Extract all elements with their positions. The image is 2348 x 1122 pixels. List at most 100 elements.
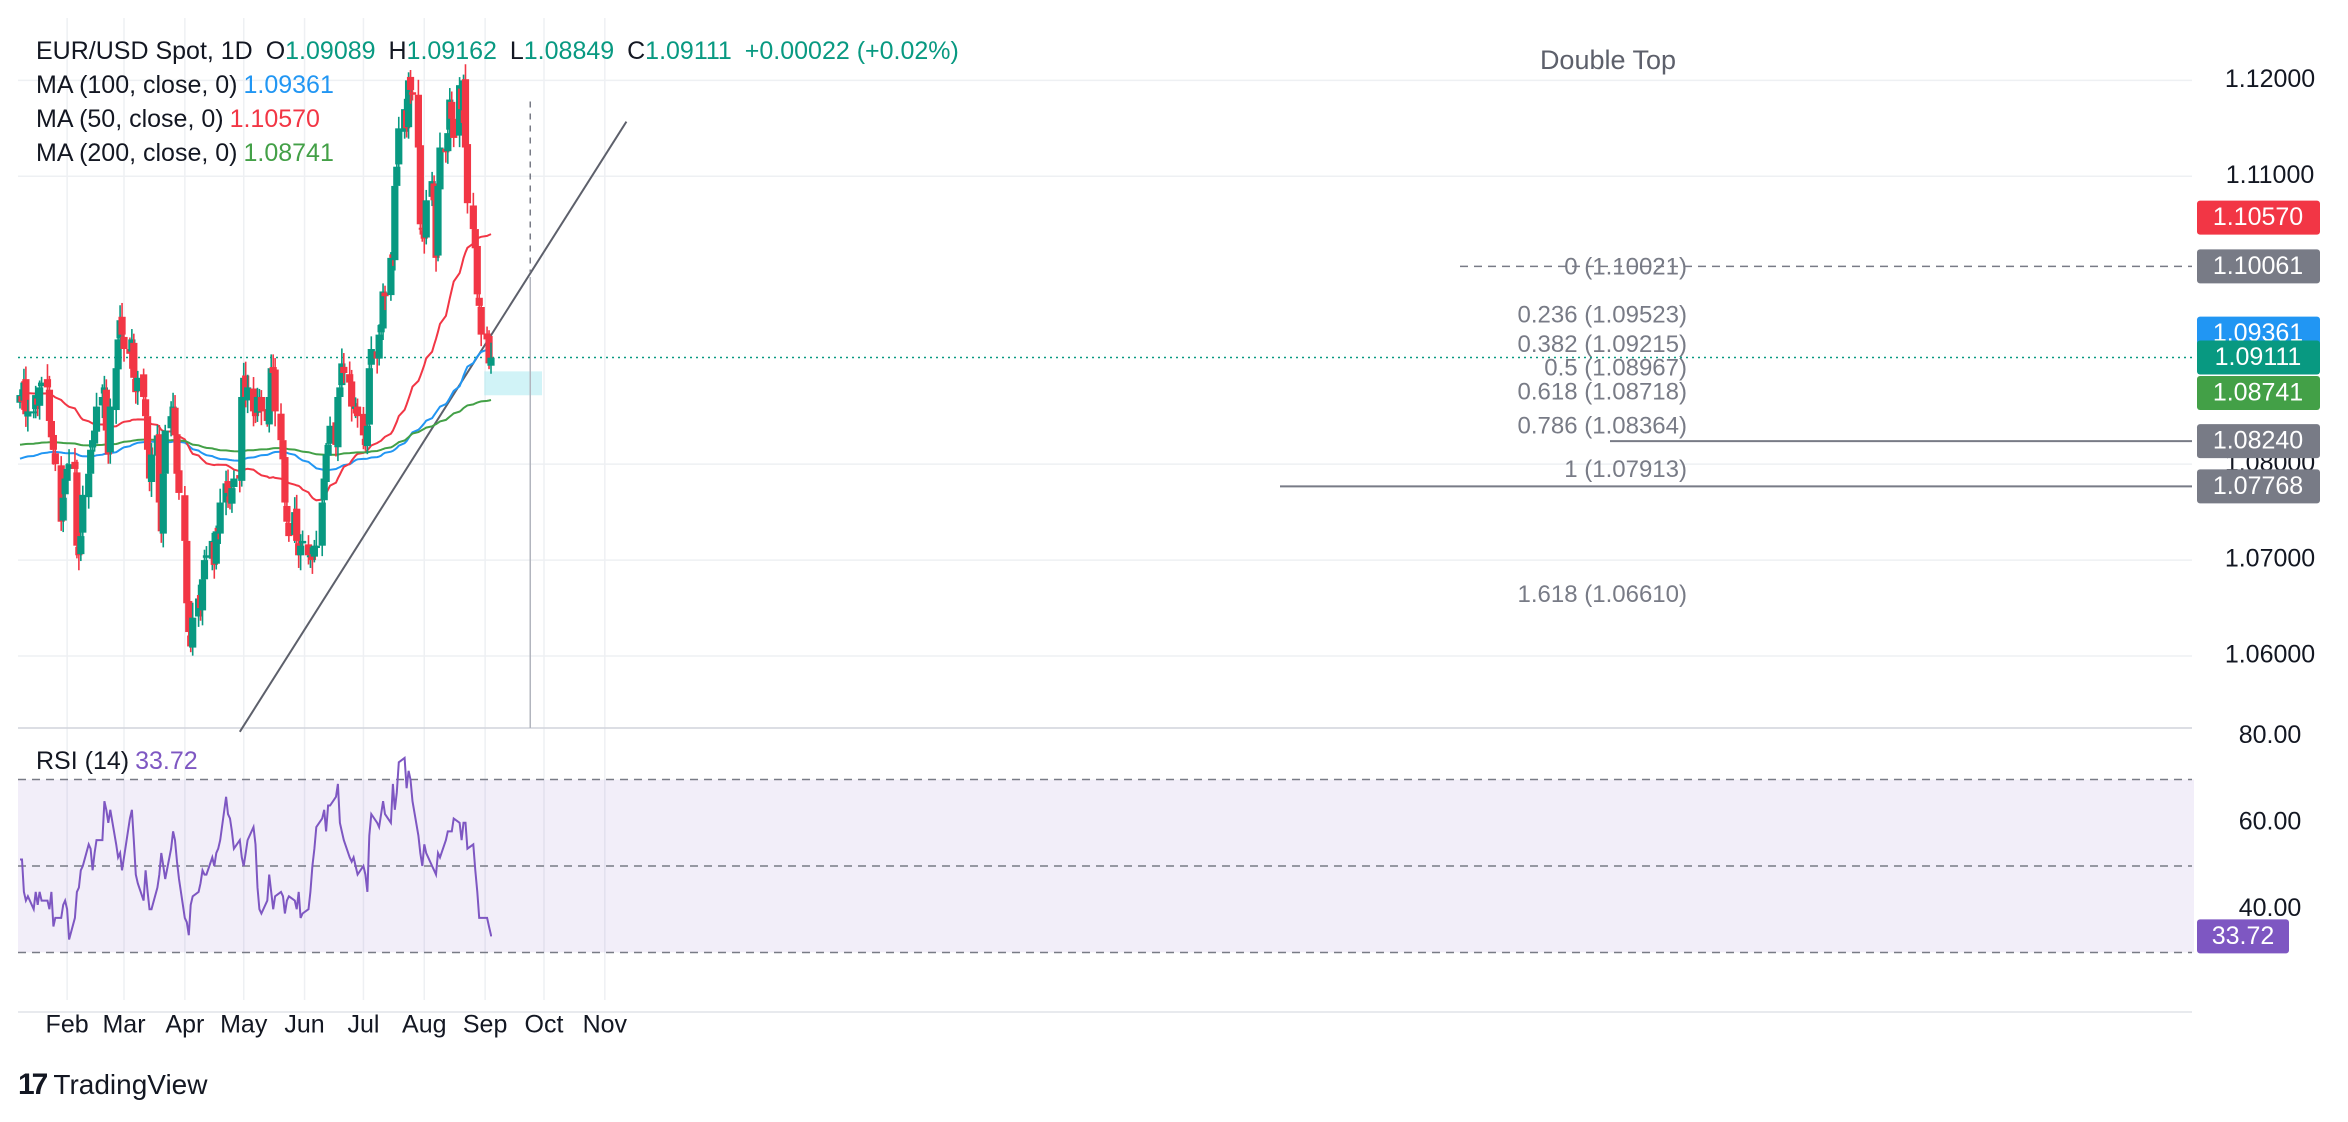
candle-up bbox=[299, 530, 307, 551]
candle-up bbox=[59, 489, 67, 533]
candle-body bbox=[230, 478, 238, 487]
candle-body bbox=[90, 430, 99, 444]
candle-down bbox=[414, 79, 422, 156]
candle-body bbox=[326, 425, 334, 444]
candle-up bbox=[189, 602, 197, 656]
candle-down bbox=[249, 377, 258, 427]
candle-body bbox=[183, 540, 191, 604]
candle-body bbox=[257, 396, 265, 412]
candle-body bbox=[414, 94, 422, 148]
price-tag: 1.07768 bbox=[2197, 469, 2320, 504]
ma100-legend[interactable]: MA (100, close, 0) 1.09361 bbox=[36, 68, 340, 102]
ma100-value: 1.09361 bbox=[243, 71, 334, 99]
candle-body bbox=[310, 545, 318, 557]
price-tag-text: 1.09111 bbox=[2215, 343, 2302, 371]
price-tag-text: 1.10570 bbox=[2213, 203, 2303, 231]
candle-body bbox=[469, 205, 477, 230]
candle-body bbox=[51, 453, 59, 465]
high-value: 1.09162 bbox=[406, 37, 497, 65]
fib-level-label: 0.5 (1.08967) bbox=[1544, 355, 1687, 382]
open-value: 1.09089 bbox=[285, 37, 376, 65]
candle-body bbox=[283, 505, 291, 522]
fib-level-label: 0.786 (1.08364) bbox=[1518, 413, 1687, 440]
price-tag: 1.08741 bbox=[2197, 376, 2320, 411]
fib-level-label: 0.236 (1.09523) bbox=[1518, 301, 1687, 328]
ma50-legend[interactable]: MA (50, close, 0) 1.10570 bbox=[36, 102, 326, 136]
price-tag-bg bbox=[2197, 469, 2320, 504]
candle-body bbox=[142, 399, 150, 417]
symbol-title[interactable]: EUR/USD Spot, 1D bbox=[36, 37, 253, 65]
candle-body bbox=[120, 336, 128, 350]
candle-body bbox=[471, 229, 479, 249]
candle-body bbox=[30, 411, 38, 414]
candle-body bbox=[155, 434, 163, 503]
overlays: 0 (1.10021) 0.236 (1.09523) 0.382 (1.09215… bbox=[18, 45, 2192, 733]
price-tag: 1.09111 bbox=[2197, 340, 2320, 375]
ma200-legend[interactable]: MA (200, close, 0) 1.08741 bbox=[36, 136, 340, 170]
candle-body bbox=[387, 257, 395, 296]
fib-zone-highlight bbox=[484, 371, 543, 396]
fib-level-label: 0 (1.10021) bbox=[1564, 254, 1687, 281]
candle-body bbox=[47, 420, 55, 438]
price-axis[interactable]: 1.060001.070001.080001.110001.120001.105… bbox=[2197, 65, 2320, 954]
fib-level-label: 1.618 (1.06610) bbox=[1518, 581, 1687, 608]
candle-body bbox=[73, 472, 81, 546]
candle-up bbox=[24, 399, 32, 432]
candles[interactable] bbox=[16, 64, 495, 656]
candle-body bbox=[87, 449, 95, 474]
candle-up bbox=[312, 530, 320, 557]
candle-body bbox=[98, 396, 107, 406]
candle-body bbox=[277, 413, 285, 441]
candle-body bbox=[118, 316, 126, 335]
candle-body bbox=[71, 461, 79, 469]
candle-body bbox=[24, 411, 32, 417]
low-value: 1.08849 bbox=[523, 37, 615, 65]
price-tag-text: 1.10061 bbox=[2213, 252, 2303, 280]
candle-body bbox=[322, 454, 330, 482]
candle-up bbox=[159, 466, 167, 548]
candle-body bbox=[175, 470, 183, 493]
time-tick-label: Aug bbox=[402, 1011, 446, 1039]
rsi-line bbox=[20, 755, 492, 940]
candle-up bbox=[65, 449, 73, 478]
candle-up bbox=[36, 380, 44, 420]
rsi-value: 33.72 bbox=[135, 747, 198, 775]
candle-body bbox=[475, 297, 483, 306]
candle-body bbox=[198, 579, 207, 611]
candle-body bbox=[143, 416, 152, 450]
candle-body bbox=[65, 464, 73, 469]
candle-body bbox=[228, 488, 236, 504]
candle-down bbox=[350, 392, 358, 414]
candle-body bbox=[63, 468, 71, 481]
candle-body bbox=[249, 388, 258, 412]
candle-body bbox=[395, 128, 403, 165]
candle-body bbox=[312, 545, 320, 549]
time-tick-label: Sep bbox=[463, 1011, 507, 1039]
candle-down bbox=[271, 358, 279, 427]
candle-up bbox=[216, 488, 224, 544]
tradingview-logo[interactable]: 17 TradingView bbox=[18, 1068, 207, 1102]
high-label: H bbox=[388, 37, 407, 65]
time-tick-label: Jul bbox=[347, 1011, 379, 1039]
candle-body bbox=[485, 335, 493, 364]
ma50-label: MA (50, close, 0) bbox=[36, 105, 224, 133]
candle-down bbox=[416, 131, 424, 235]
time-tick-label: May bbox=[220, 1011, 268, 1039]
candle-up bbox=[436, 132, 444, 198]
candle-body bbox=[297, 545, 305, 556]
ma200-label: MA (200, close, 0) bbox=[36, 139, 238, 167]
candle-body bbox=[377, 325, 385, 333]
candle-down bbox=[340, 353, 348, 384]
candle-body bbox=[202, 555, 211, 558]
candle-body bbox=[224, 481, 232, 493]
candle-up bbox=[267, 354, 275, 409]
candle-body bbox=[418, 227, 426, 230]
candle-down bbox=[353, 398, 362, 428]
candle-body bbox=[171, 407, 179, 436]
time-axis[interactable]: Feb Mar Apr May Jun Jul Aug Sep Oct Nov bbox=[46, 1011, 628, 1039]
candle-body bbox=[265, 396, 273, 425]
candle-body bbox=[216, 502, 224, 534]
candle-body bbox=[477, 306, 485, 335]
price-tick-label: 1.07000 bbox=[2225, 545, 2315, 573]
rsi-legend[interactable]: RSI (14) 33.72 bbox=[36, 744, 204, 778]
